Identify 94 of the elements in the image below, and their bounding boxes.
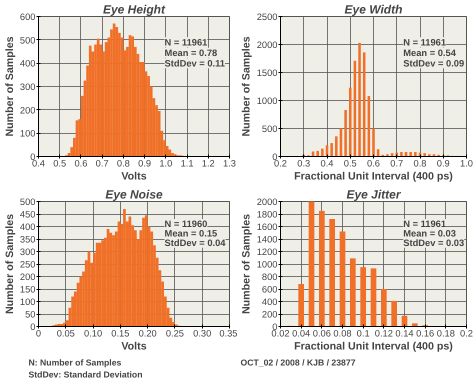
y-tick-label: 150 (20, 284, 36, 294)
x-tick-label: 0.15 (111, 328, 130, 338)
y-tick-label: 2500 (256, 12, 278, 22)
y-tick-label: 0 (30, 322, 36, 332)
y-tick-label: 250 (20, 260, 36, 270)
x-tick-label: 0.2 (274, 158, 287, 168)
x-tick-label: 0.4 (320, 158, 334, 168)
annotation: N = 11961 (403, 37, 446, 48)
x-tick-label: 0.08 (333, 328, 352, 338)
x-tick-label: 0.7 (96, 158, 109, 168)
chart-title: Eye Height (102, 2, 166, 16)
annotation: N = 11961 (164, 37, 208, 48)
x-tick-label: 0.6 (74, 158, 88, 168)
x-tick-label: 0.5 (344, 158, 357, 168)
y-tick-label: 1500 (256, 68, 278, 78)
y-tick-label: 100 (20, 128, 36, 139)
y-axis-title: Number of Samples (4, 36, 16, 137)
x-tick-label: 0.18 (436, 328, 455, 338)
y-tick-label: 200 (262, 310, 278, 320)
y-tick-label: 200 (20, 272, 36, 282)
x-tick-label: 1.0 (159, 158, 172, 168)
x-tick-label: 0.20 (138, 328, 157, 338)
x-tick-label: 0.16 (416, 328, 434, 338)
annotation: StdDev = 0.03 (403, 238, 464, 248)
y-tick-label: 2000 (256, 40, 278, 50)
annotation: StdDev = 0.04 (164, 238, 226, 248)
x-tick-label: 0.12 (374, 328, 393, 338)
x-tick-label: 1.0 (460, 158, 473, 168)
chart-title: Eye Jitter (346, 188, 402, 202)
y-tick-label: 450 (20, 210, 36, 220)
x-tick-label: 0.8 (116, 158, 130, 168)
y-tick-label: 800 (262, 272, 278, 282)
x-tick-label: 1.3 (223, 158, 236, 168)
x-tick-label: 0.2 (460, 328, 473, 338)
x-tick-label: 0.35 (219, 328, 238, 338)
annotation: Mean = 0.54 (403, 48, 457, 58)
x-tick-label: 1.1 (180, 158, 194, 168)
x-tick-label: 0.5 (53, 158, 66, 168)
x-tick-label: 0.7 (390, 158, 404, 168)
x-axis-title: Fractional Unit Interval (400 ps) (294, 340, 454, 352)
y-tick-label: 600 (20, 12, 36, 22)
y-tick-label: 1800 (256, 210, 278, 220)
annotation: Mean = 0.15 (164, 228, 218, 238)
y-tick-label: 300 (20, 82, 36, 92)
x-tick-label: 0.06 (312, 328, 331, 338)
y-tick-label: 1200 (256, 247, 278, 257)
y-axis-title: Number of Samples (240, 214, 253, 314)
x-tick-label: 0.6 (367, 158, 380, 168)
x-tick-label: 0.8 (414, 158, 426, 168)
y-axis-title: Number of Samples (240, 36, 253, 137)
x-axis-title: Volts (121, 170, 147, 182)
y-tick-label: 500 (262, 124, 278, 134)
chart-title: Eye Noise (105, 188, 164, 202)
annotation: Mean = 0.03 (403, 228, 456, 238)
x-tick-label: 0.30 (193, 328, 212, 338)
y-tick-label: 100 (20, 297, 36, 307)
y-tick-label: 50 (25, 310, 36, 320)
x-tick-label: 0.05 (56, 328, 75, 338)
x-axis-title: Fractional Unit Interval (400 ps) (294, 170, 454, 182)
text: N: Number of Samples (28, 358, 122, 368)
annotation: StdDev = 0.09 (403, 58, 464, 68)
annotation: N = 11961 (403, 219, 446, 229)
x-tick-label: 0.14 (395, 328, 414, 338)
annotation: Mean = 0.78 (164, 48, 218, 58)
y-tick-label: 400 (20, 222, 36, 232)
y-tick-label: 1000 (256, 260, 278, 270)
x-tick-label: 0.04 (292, 328, 310, 338)
x-tick-label: 0.25 (166, 328, 184, 338)
text: OCT_02 / 2008 / KJB / 23877 (240, 358, 356, 368)
y-tick-label: 200 (20, 105, 36, 116)
annotation: StdDev = 0.11 (164, 58, 225, 68)
y-tick-label: 2000 (256, 197, 278, 207)
y-tick-label: 500 (20, 197, 36, 207)
chart-title: Eye Width (344, 2, 402, 16)
y-axis-title: Number of Samples (4, 214, 16, 314)
y-tick-label: 400 (20, 58, 36, 69)
x-tick-label: 0.9 (138, 158, 152, 168)
annotation: N = 11960 (164, 219, 208, 229)
y-tick-label: 1400 (256, 234, 278, 244)
x-axis-title: Volts (121, 340, 147, 352)
y-tick-label: 1000 (256, 96, 278, 106)
x-tick-label: 0.4 (32, 158, 45, 168)
x-tick-label: 1.2 (202, 158, 215, 168)
x-tick-label: 0.1 (356, 328, 370, 338)
y-tick-label: 1600 (256, 222, 278, 232)
y-tick-label: 500 (20, 35, 36, 46)
x-tick-label: 0.9 (436, 158, 450, 168)
x-tick-label: 0.10 (84, 328, 102, 338)
y-tick-label: 350 (20, 234, 36, 244)
y-tick-label: 600 (262, 284, 278, 294)
y-tick-label: 400 (262, 297, 278, 307)
y-tick-label: 300 (20, 247, 36, 257)
text: StdDev: Standard Deviation (28, 370, 142, 379)
x-tick-label: 0.3 (297, 158, 310, 168)
